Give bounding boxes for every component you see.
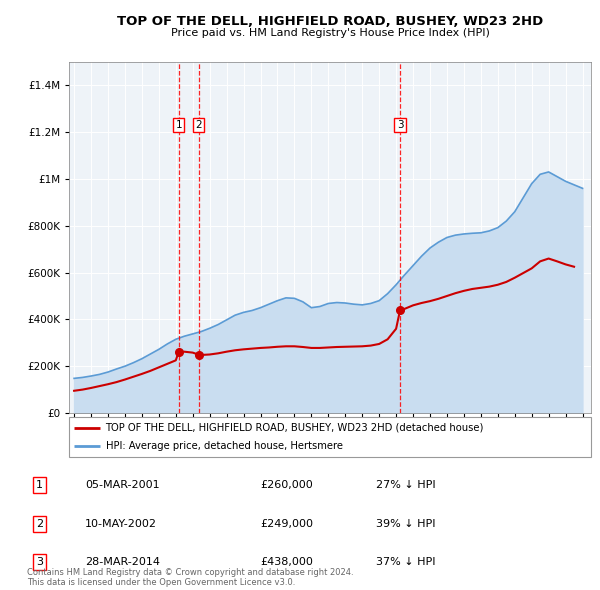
- Text: 2: 2: [36, 519, 43, 529]
- Text: £438,000: £438,000: [260, 558, 313, 568]
- Text: 1: 1: [37, 480, 43, 490]
- Text: 27% ↓ HPI: 27% ↓ HPI: [376, 480, 436, 490]
- Text: HPI: Average price, detached house, Hertsmere: HPI: Average price, detached house, Hert…: [106, 441, 343, 451]
- Text: 3: 3: [37, 558, 43, 568]
- Text: TOP OF THE DELL, HIGHFIELD ROAD, BUSHEY, WD23 2HD: TOP OF THE DELL, HIGHFIELD ROAD, BUSHEY,…: [117, 15, 543, 28]
- Text: Contains HM Land Registry data © Crown copyright and database right 2024.
This d: Contains HM Land Registry data © Crown c…: [27, 568, 353, 587]
- Text: 3: 3: [397, 120, 403, 130]
- Text: £249,000: £249,000: [260, 519, 313, 529]
- Text: Price paid vs. HM Land Registry's House Price Index (HPI): Price paid vs. HM Land Registry's House …: [170, 28, 490, 38]
- Text: 28-MAR-2014: 28-MAR-2014: [85, 558, 160, 568]
- Text: 05-MAR-2001: 05-MAR-2001: [85, 480, 160, 490]
- Text: £260,000: £260,000: [260, 480, 313, 490]
- Text: 2: 2: [196, 120, 202, 130]
- Text: 39% ↓ HPI: 39% ↓ HPI: [376, 519, 436, 529]
- FancyBboxPatch shape: [69, 417, 591, 457]
- Text: 37% ↓ HPI: 37% ↓ HPI: [376, 558, 436, 568]
- Text: TOP OF THE DELL, HIGHFIELD ROAD, BUSHEY, WD23 2HD (detached house): TOP OF THE DELL, HIGHFIELD ROAD, BUSHEY,…: [106, 423, 484, 433]
- Text: 10-MAY-2002: 10-MAY-2002: [85, 519, 157, 529]
- Text: 1: 1: [175, 120, 182, 130]
